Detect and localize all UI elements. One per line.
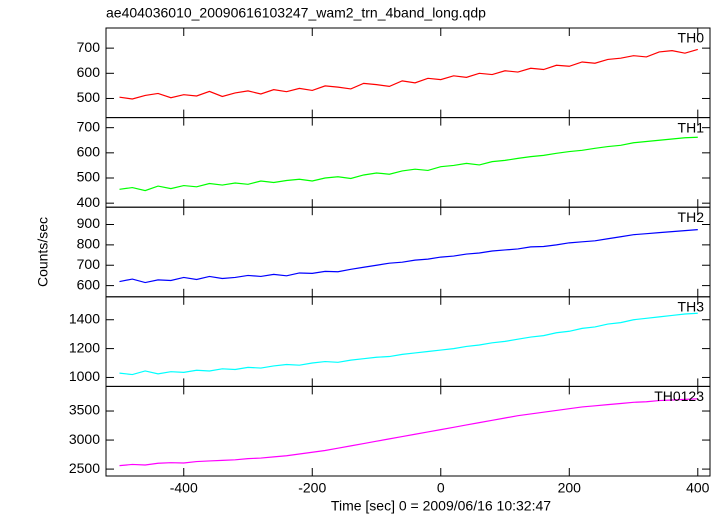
y-tick-label: 500: [77, 89, 101, 105]
y-tick-label: 1200: [69, 339, 100, 355]
panel-frame: [105, 117, 711, 208]
panel-label: TH0123: [654, 388, 704, 404]
panel-label: TH1: [678, 119, 705, 135]
y-tick-label: 700: [77, 256, 101, 272]
y-tick-label: 600: [77, 276, 101, 292]
x-tick-label: 200: [558, 480, 582, 496]
panel-frame: [105, 385, 711, 477]
y-tick-label: 2500: [69, 460, 100, 476]
y-tick-label: 400: [77, 194, 101, 210]
panel-frame: [105, 206, 711, 298]
panel-label: TH3: [678, 299, 705, 315]
light-curve: [119, 229, 698, 284]
y-tick-label: 1400: [69, 310, 100, 326]
y-tick-label: 700: [77, 39, 101, 55]
light-curve: [119, 136, 698, 192]
panel-label: TH0: [678, 30, 705, 46]
panel-label: TH2: [678, 209, 705, 225]
panel-frame: [105, 296, 711, 387]
y-tick-label: 1000: [69, 368, 100, 384]
y-tick-label: 600: [77, 64, 101, 80]
y-tick-label: 500: [77, 169, 101, 185]
light-curve: [119, 48, 698, 100]
y-tick-label: 3000: [69, 431, 100, 447]
x-tick-label: -400: [170, 480, 198, 496]
y-tick-label: 700: [77, 118, 101, 134]
x-axis-label: Time [sec] 0 = 2009/06/16 10:32:47: [331, 498, 551, 514]
light-curve: [119, 398, 698, 467]
y-tick-label: 800: [77, 236, 101, 252]
x-tick-label: 400: [686, 480, 710, 496]
chart-title: ae404036010_20090616103247_wam2_trn_4ban…: [106, 5, 486, 21]
y-tick-label: 3500: [69, 402, 100, 418]
panel-frame: [105, 27, 711, 119]
x-tick-label: -200: [298, 480, 326, 496]
y-tick-label: 900: [77, 215, 101, 231]
light-curve: [119, 312, 698, 376]
y-tick-label: 600: [77, 144, 101, 160]
y-axis-label: Counts/sec: [35, 217, 51, 287]
x-tick-label: 0: [437, 480, 445, 496]
